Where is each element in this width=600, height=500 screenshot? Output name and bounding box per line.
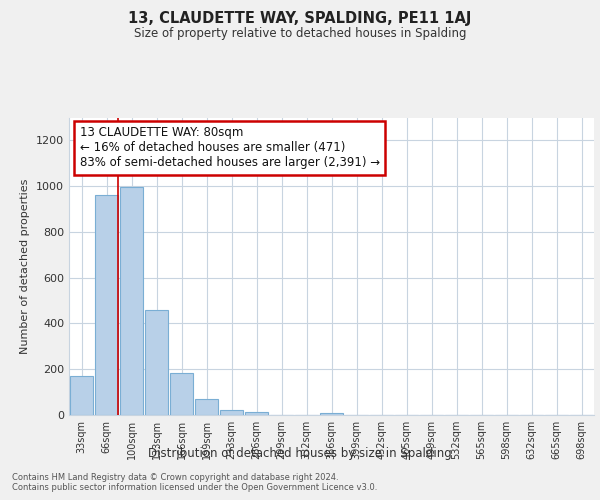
Bar xyxy=(195,399,218,415)
Bar xyxy=(245,412,268,415)
Y-axis label: Number of detached properties: Number of detached properties xyxy=(20,178,31,354)
Text: Size of property relative to detached houses in Spalding: Size of property relative to detached ho… xyxy=(134,28,466,40)
Bar xyxy=(220,410,243,415)
Bar xyxy=(320,412,343,415)
Text: 13, CLAUDETTE WAY, SPALDING, PE11 1AJ: 13, CLAUDETTE WAY, SPALDING, PE11 1AJ xyxy=(128,11,472,26)
Text: Contains public sector information licensed under the Open Government Licence v3: Contains public sector information licen… xyxy=(12,484,377,492)
Text: 13 CLAUDETTE WAY: 80sqm
← 16% of detached houses are smaller (471)
83% of semi-d: 13 CLAUDETTE WAY: 80sqm ← 16% of detache… xyxy=(79,126,380,170)
Text: Contains HM Land Registry data © Crown copyright and database right 2024.: Contains HM Land Registry data © Crown c… xyxy=(12,472,338,482)
Bar xyxy=(70,376,93,415)
Bar xyxy=(120,188,143,415)
Bar xyxy=(170,372,193,415)
Text: Distribution of detached houses by size in Spalding: Distribution of detached houses by size … xyxy=(148,448,452,460)
Bar xyxy=(95,196,118,415)
Bar xyxy=(145,310,168,415)
